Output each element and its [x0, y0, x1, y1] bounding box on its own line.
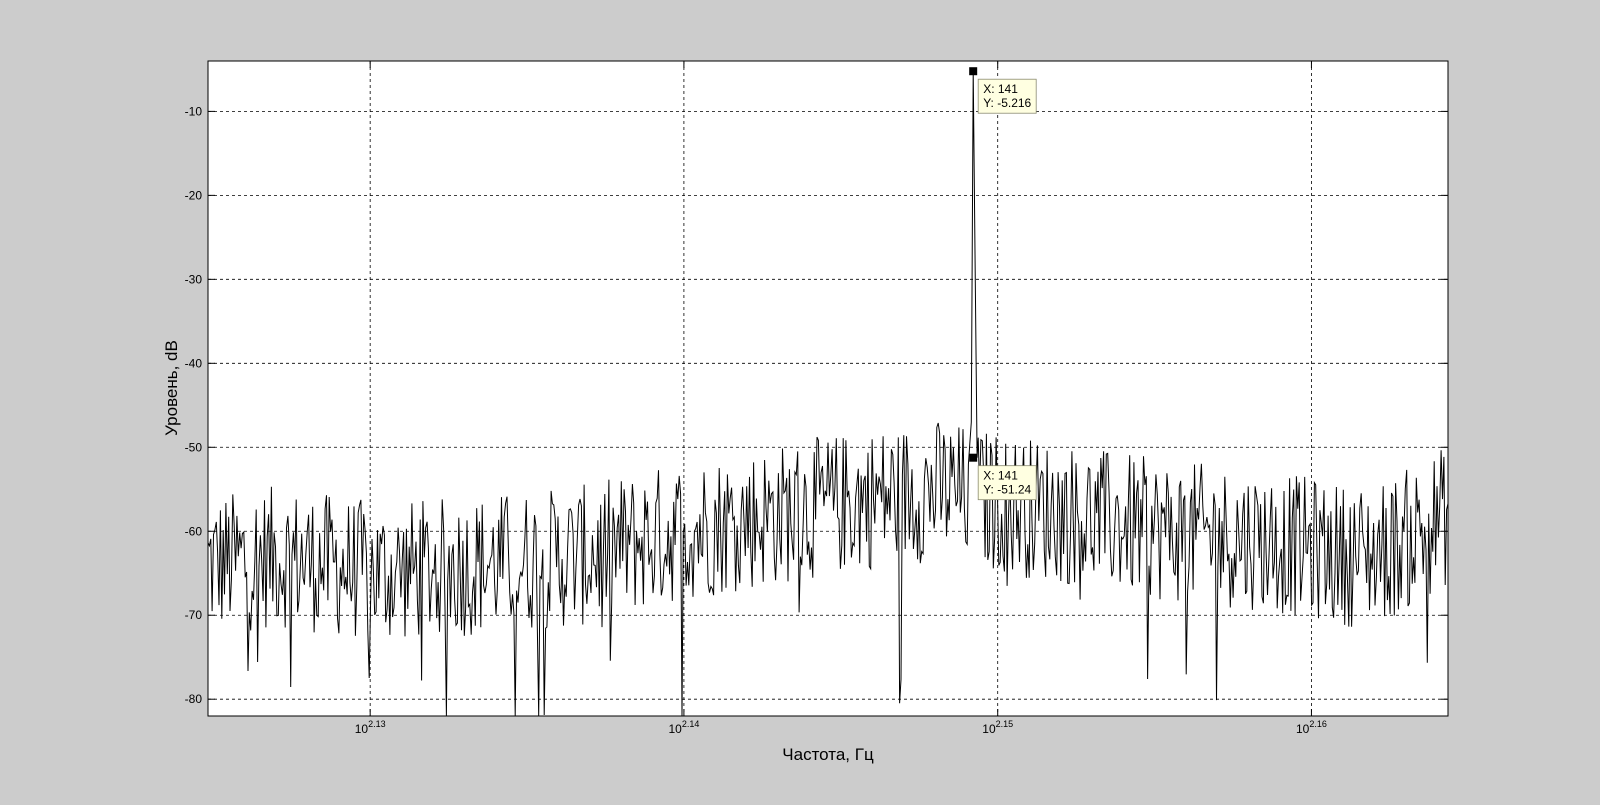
y-tick-label: -60 — [185, 524, 203, 538]
y-tick-label: -40 — [185, 356, 203, 370]
y-tick-label: -80 — [185, 692, 203, 706]
y-axis-ticks: -10 -20 -30 -40 -50 -60 -70 -80 — [185, 104, 1448, 706]
x-axis-ticks: 102.13 102.14 102.15 102.16 — [355, 61, 1327, 736]
x-tick-label: 102.13 — [355, 719, 386, 736]
datatip-marker[interactable] — [969, 67, 978, 76]
plot-frame — [207, 60, 1449, 717]
spectrum-line — [207, 71, 1449, 717]
x-tick-label: 102.15 — [982, 719, 1013, 736]
datatip-x-text: X: 141 — [983, 82, 1018, 96]
datatip-box[interactable] — [977, 465, 1037, 501]
datatip-marker[interactable] — [969, 453, 978, 462]
datatip-y-text: Y: -5.216 — [983, 96, 1031, 110]
datatip-y-text: Y: -51.24 — [983, 483, 1031, 497]
plot-area — [208, 61, 1448, 716]
x-axis-label: Частота, Гц — [782, 745, 874, 764]
y-tick-label: -30 — [185, 272, 203, 286]
y-tick-label: -10 — [185, 104, 203, 118]
x-tick-label: 102.16 — [1296, 719, 1327, 736]
y-tick-label: -20 — [185, 188, 203, 202]
x-tick-label: 102.14 — [668, 719, 699, 736]
y-tick-label: -70 — [185, 608, 203, 622]
y-tick-label: -50 — [185, 440, 203, 454]
datatip-x-text: X: 141 — [983, 469, 1018, 483]
y-axis-label: Уровень, dB — [162, 340, 181, 436]
datatip-box[interactable] — [977, 78, 1037, 114]
